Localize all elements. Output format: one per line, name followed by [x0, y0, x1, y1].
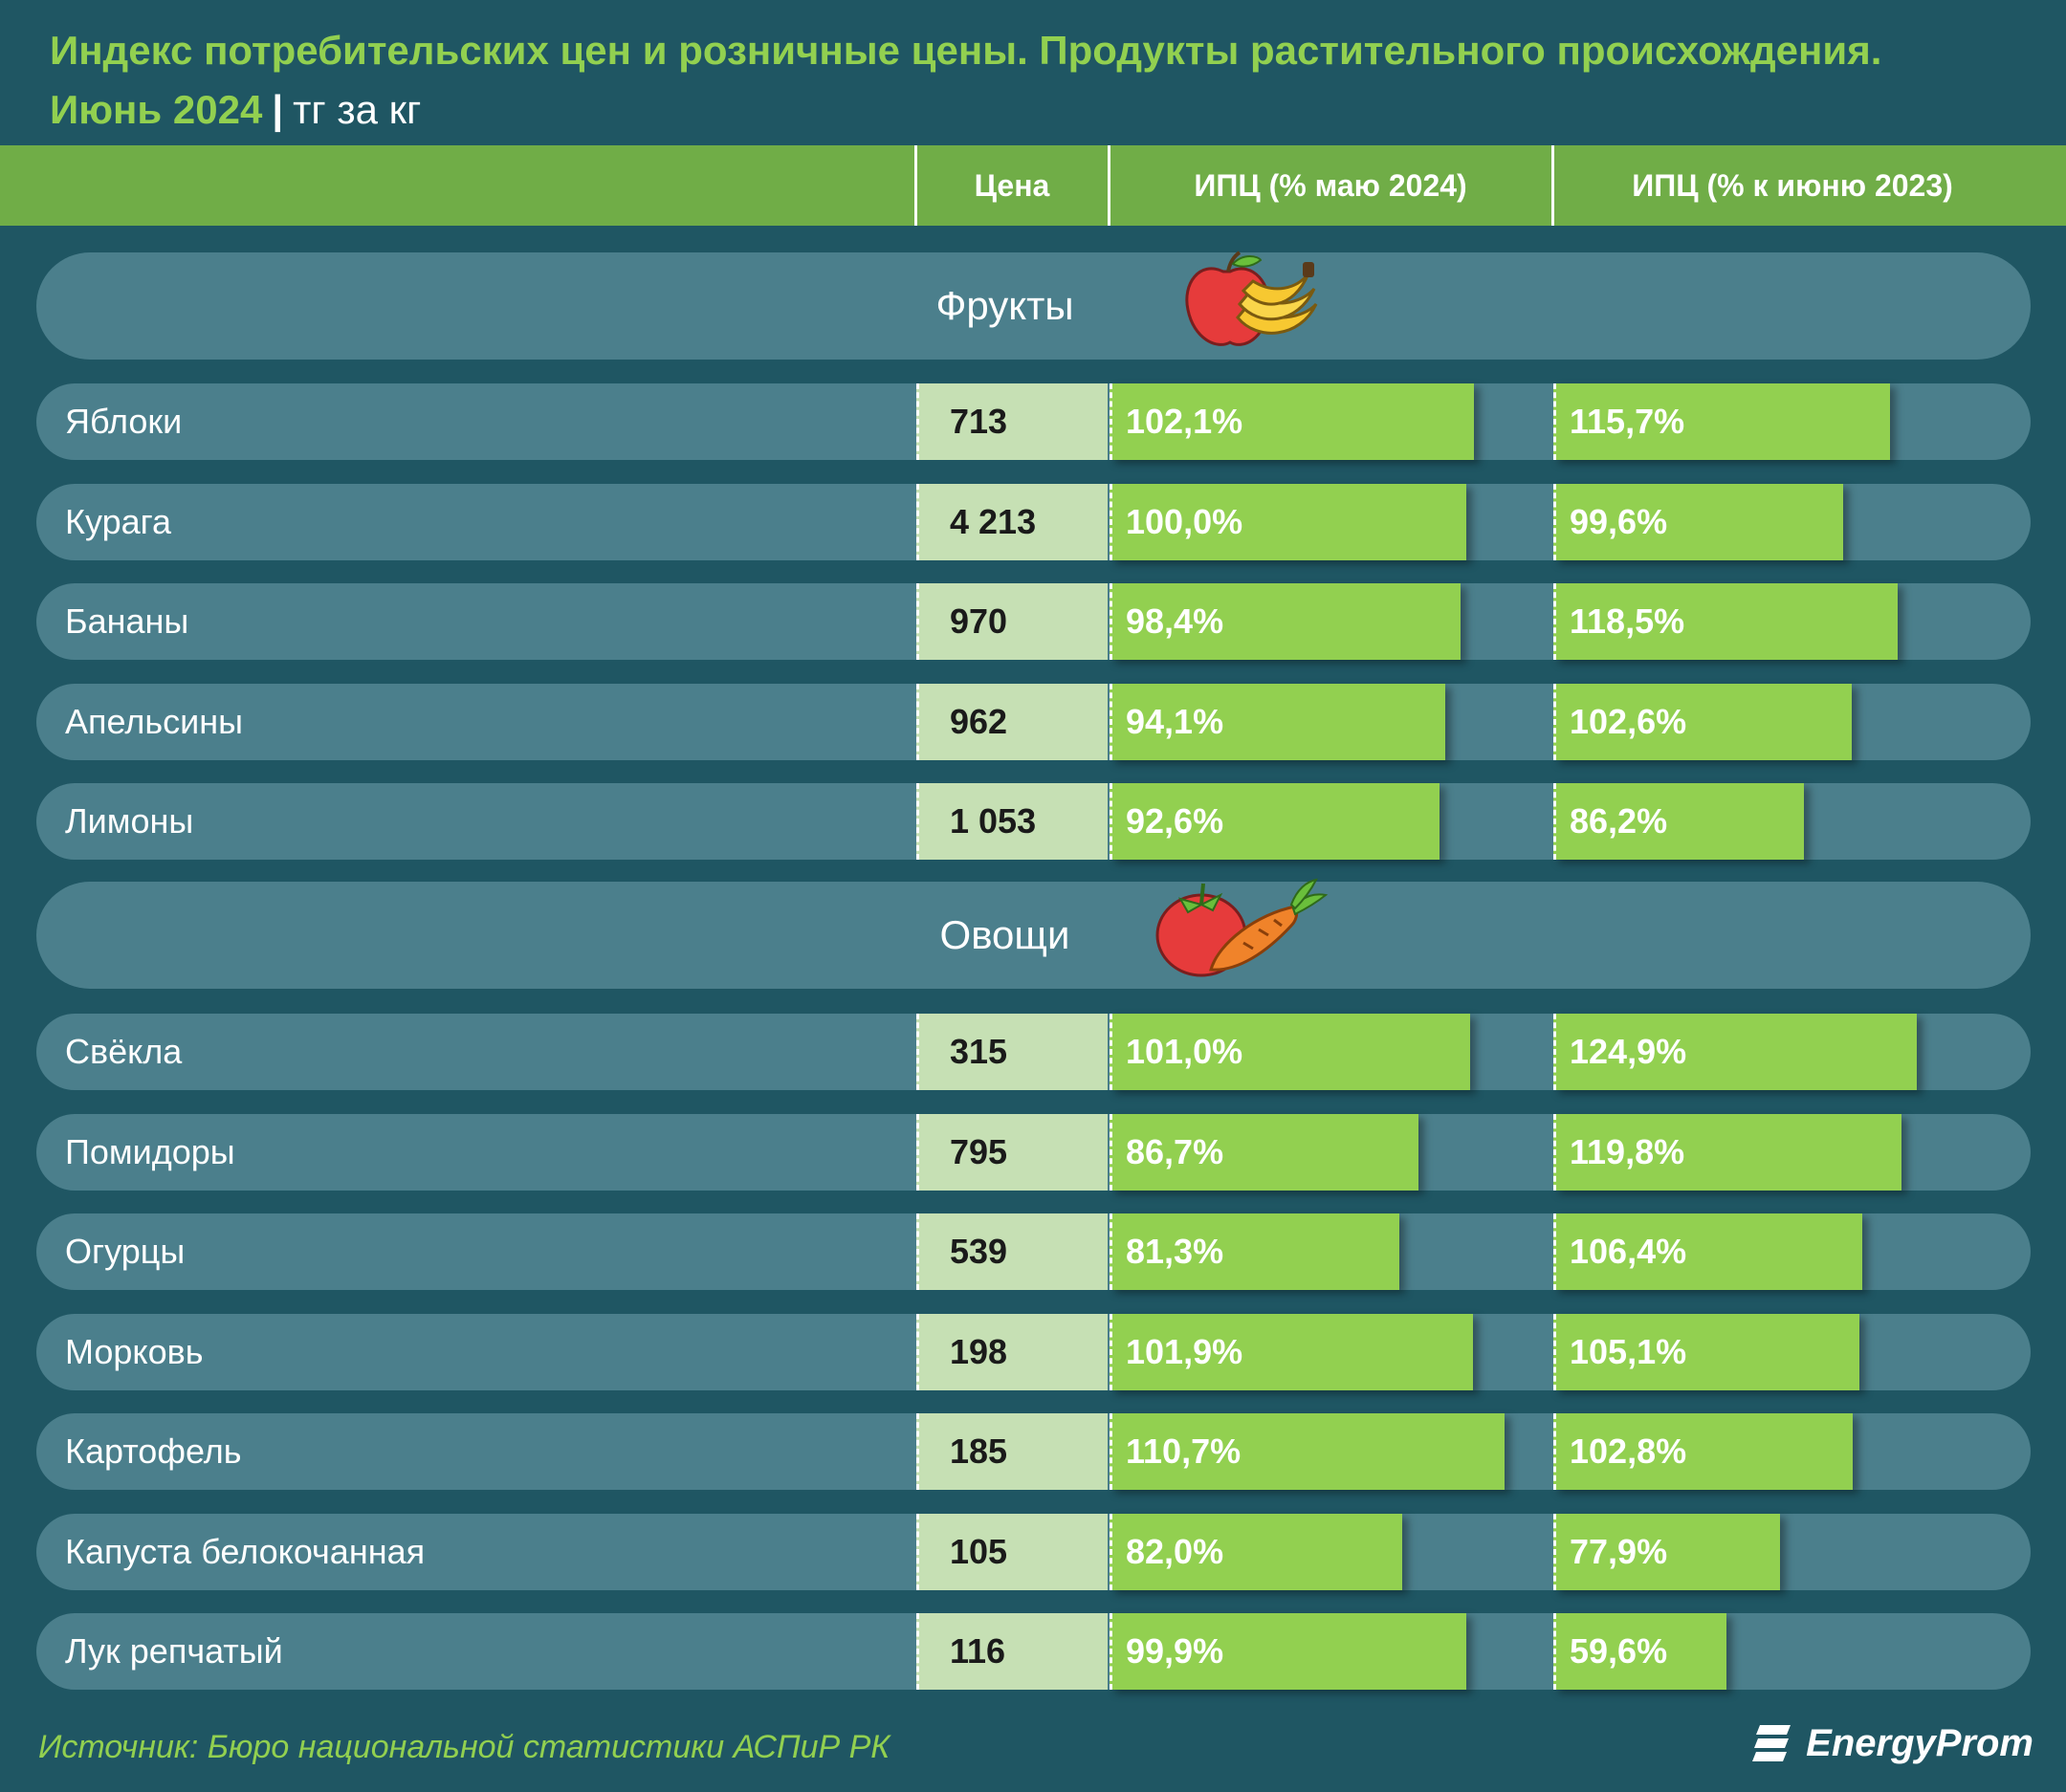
cpi-month-bar: 102,1%: [1110, 383, 1474, 460]
cpi-month-bar: 92,6%: [1110, 783, 1440, 860]
cpi-month-bar: 100,0%: [1110, 483, 1466, 560]
section-icon: [1152, 876, 1333, 986]
price-cell: 539: [916, 1213, 1108, 1290]
cpi-year-bar: 59,6%: [1553, 1613, 1726, 1690]
title-separator: |: [272, 87, 284, 132]
section-icon: [1180, 251, 1324, 361]
brand-name: EnergyProm: [1806, 1721, 2033, 1764]
section-label: Фрукты: [935, 283, 1074, 328]
title-line-2: Июнь 2024 | тг за кг: [50, 80, 1881, 140]
cpi-year-bar: 106,4%: [1553, 1213, 1862, 1290]
header-divider: [1108, 145, 1110, 226]
price-cell: 198: [916, 1313, 1108, 1390]
row-label: Бананы: [65, 601, 189, 641]
row-label: Свёкла: [65, 1032, 183, 1071]
price-cell: 185: [916, 1413, 1108, 1490]
cpi-month-bar: 86,7%: [1110, 1113, 1418, 1191]
cpi-year-bar: 124,9%: [1553, 1014, 1917, 1090]
section-fruits: Фрукты: [36, 251, 2031, 361]
price-cell: 4 213: [916, 483, 1108, 560]
title-line-1: Индекс потребительских цен и розничные ц…: [50, 28, 1882, 73]
row-label: Картофель: [65, 1431, 242, 1471]
price-cell: 315: [916, 1014, 1108, 1090]
cpi-year-bar: 115,7%: [1553, 383, 1890, 460]
row-label: Капуста белокочанная: [65, 1531, 426, 1571]
price-cell: 970: [916, 583, 1108, 660]
cpi-year-bar: 102,8%: [1553, 1413, 1853, 1490]
cpi-month-bar: 94,1%: [1110, 683, 1445, 760]
brand: EnergyProm: [1752, 1721, 2033, 1765]
cpi-year-bar: 99,6%: [1553, 483, 1843, 560]
cpi-month-bar: 98,4%: [1110, 583, 1461, 660]
cpi-year-bar: 105,1%: [1553, 1313, 1859, 1390]
cpi-month-bar: 99,9%: [1110, 1613, 1466, 1690]
row-label: Апельсины: [65, 701, 243, 741]
cpi-year-bar: 77,9%: [1553, 1513, 1780, 1590]
row-label: Огурцы: [65, 1232, 186, 1271]
cpi-year-bar: 86,2%: [1553, 783, 1804, 860]
section-vegetables: Овощи: [36, 878, 2031, 989]
cpi-month-bar: 82,0%: [1110, 1513, 1402, 1590]
cpi-year-bar: 118,5%: [1553, 583, 1898, 660]
title-unit: тг за кг: [293, 87, 422, 132]
row-label: Помидоры: [65, 1131, 235, 1171]
row-label: Лимоны: [65, 801, 194, 841]
header-cpi-year: ИПЦ (% к июню 2023): [1632, 167, 1953, 203]
header-price: Цена: [974, 167, 1050, 203]
header-cpi-month: ИПЦ (% маю 2024): [1194, 167, 1467, 203]
price-cell: 795: [916, 1113, 1108, 1191]
cpi-year-bar: 102,6%: [1553, 683, 1852, 760]
row-label: Лук репчатый: [65, 1631, 283, 1671]
row-label: Курага: [65, 501, 171, 541]
title-period: Июнь 2024: [50, 87, 263, 132]
section-label: Овощи: [939, 912, 1070, 957]
header-divider: [914, 145, 917, 226]
cpi-month-bar: 110,7%: [1110, 1413, 1505, 1490]
row-label: Яблоки: [65, 402, 183, 441]
source-note: Источник: Бюро национальной статистики А…: [38, 1729, 890, 1765]
cpi-month-bar: 101,0%: [1110, 1014, 1470, 1090]
header-divider: [1551, 145, 1554, 226]
row-label: Морковь: [65, 1331, 204, 1371]
footer: [0, 1712, 2066, 1792]
cpi-month-bar: 81,3%: [1110, 1213, 1399, 1290]
price-cell: 1 053: [916, 783, 1108, 860]
price-cell: 713: [916, 383, 1108, 460]
price-cell: 116: [916, 1613, 1108, 1690]
table-header: Цена ИПЦ (% маю 2024) ИПЦ (% к июню 2023…: [0, 145, 2066, 226]
energyprom-logo-icon: [1752, 1725, 1791, 1761]
price-cell: 105: [916, 1513, 1108, 1590]
cpi-month-bar: 101,9%: [1110, 1313, 1473, 1390]
cpi-year-bar: 119,8%: [1553, 1113, 1901, 1191]
price-cell: 962: [916, 683, 1108, 760]
chart-title: Индекс потребительских цен и розничные ц…: [50, 21, 1881, 140]
apple-banana-icon: [1185, 251, 1318, 346]
tomato-carrot-icon: [1155, 878, 1329, 977]
